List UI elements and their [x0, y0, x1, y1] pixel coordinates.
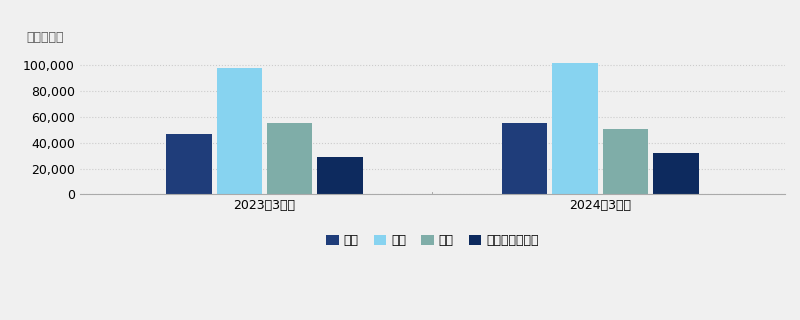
Text: （百万円）: （百万円） [27, 31, 64, 44]
Bar [318, 157, 362, 195]
Legend: 日本, 北米, 中国, アジア・大洋州: 日本, 北米, 中国, アジア・大洋州 [321, 229, 544, 252]
Bar [217, 68, 262, 195]
Bar [653, 153, 698, 195]
Bar [603, 129, 648, 195]
Bar [166, 134, 211, 195]
Bar [553, 63, 598, 195]
Bar [502, 124, 547, 195]
Bar [267, 124, 312, 195]
